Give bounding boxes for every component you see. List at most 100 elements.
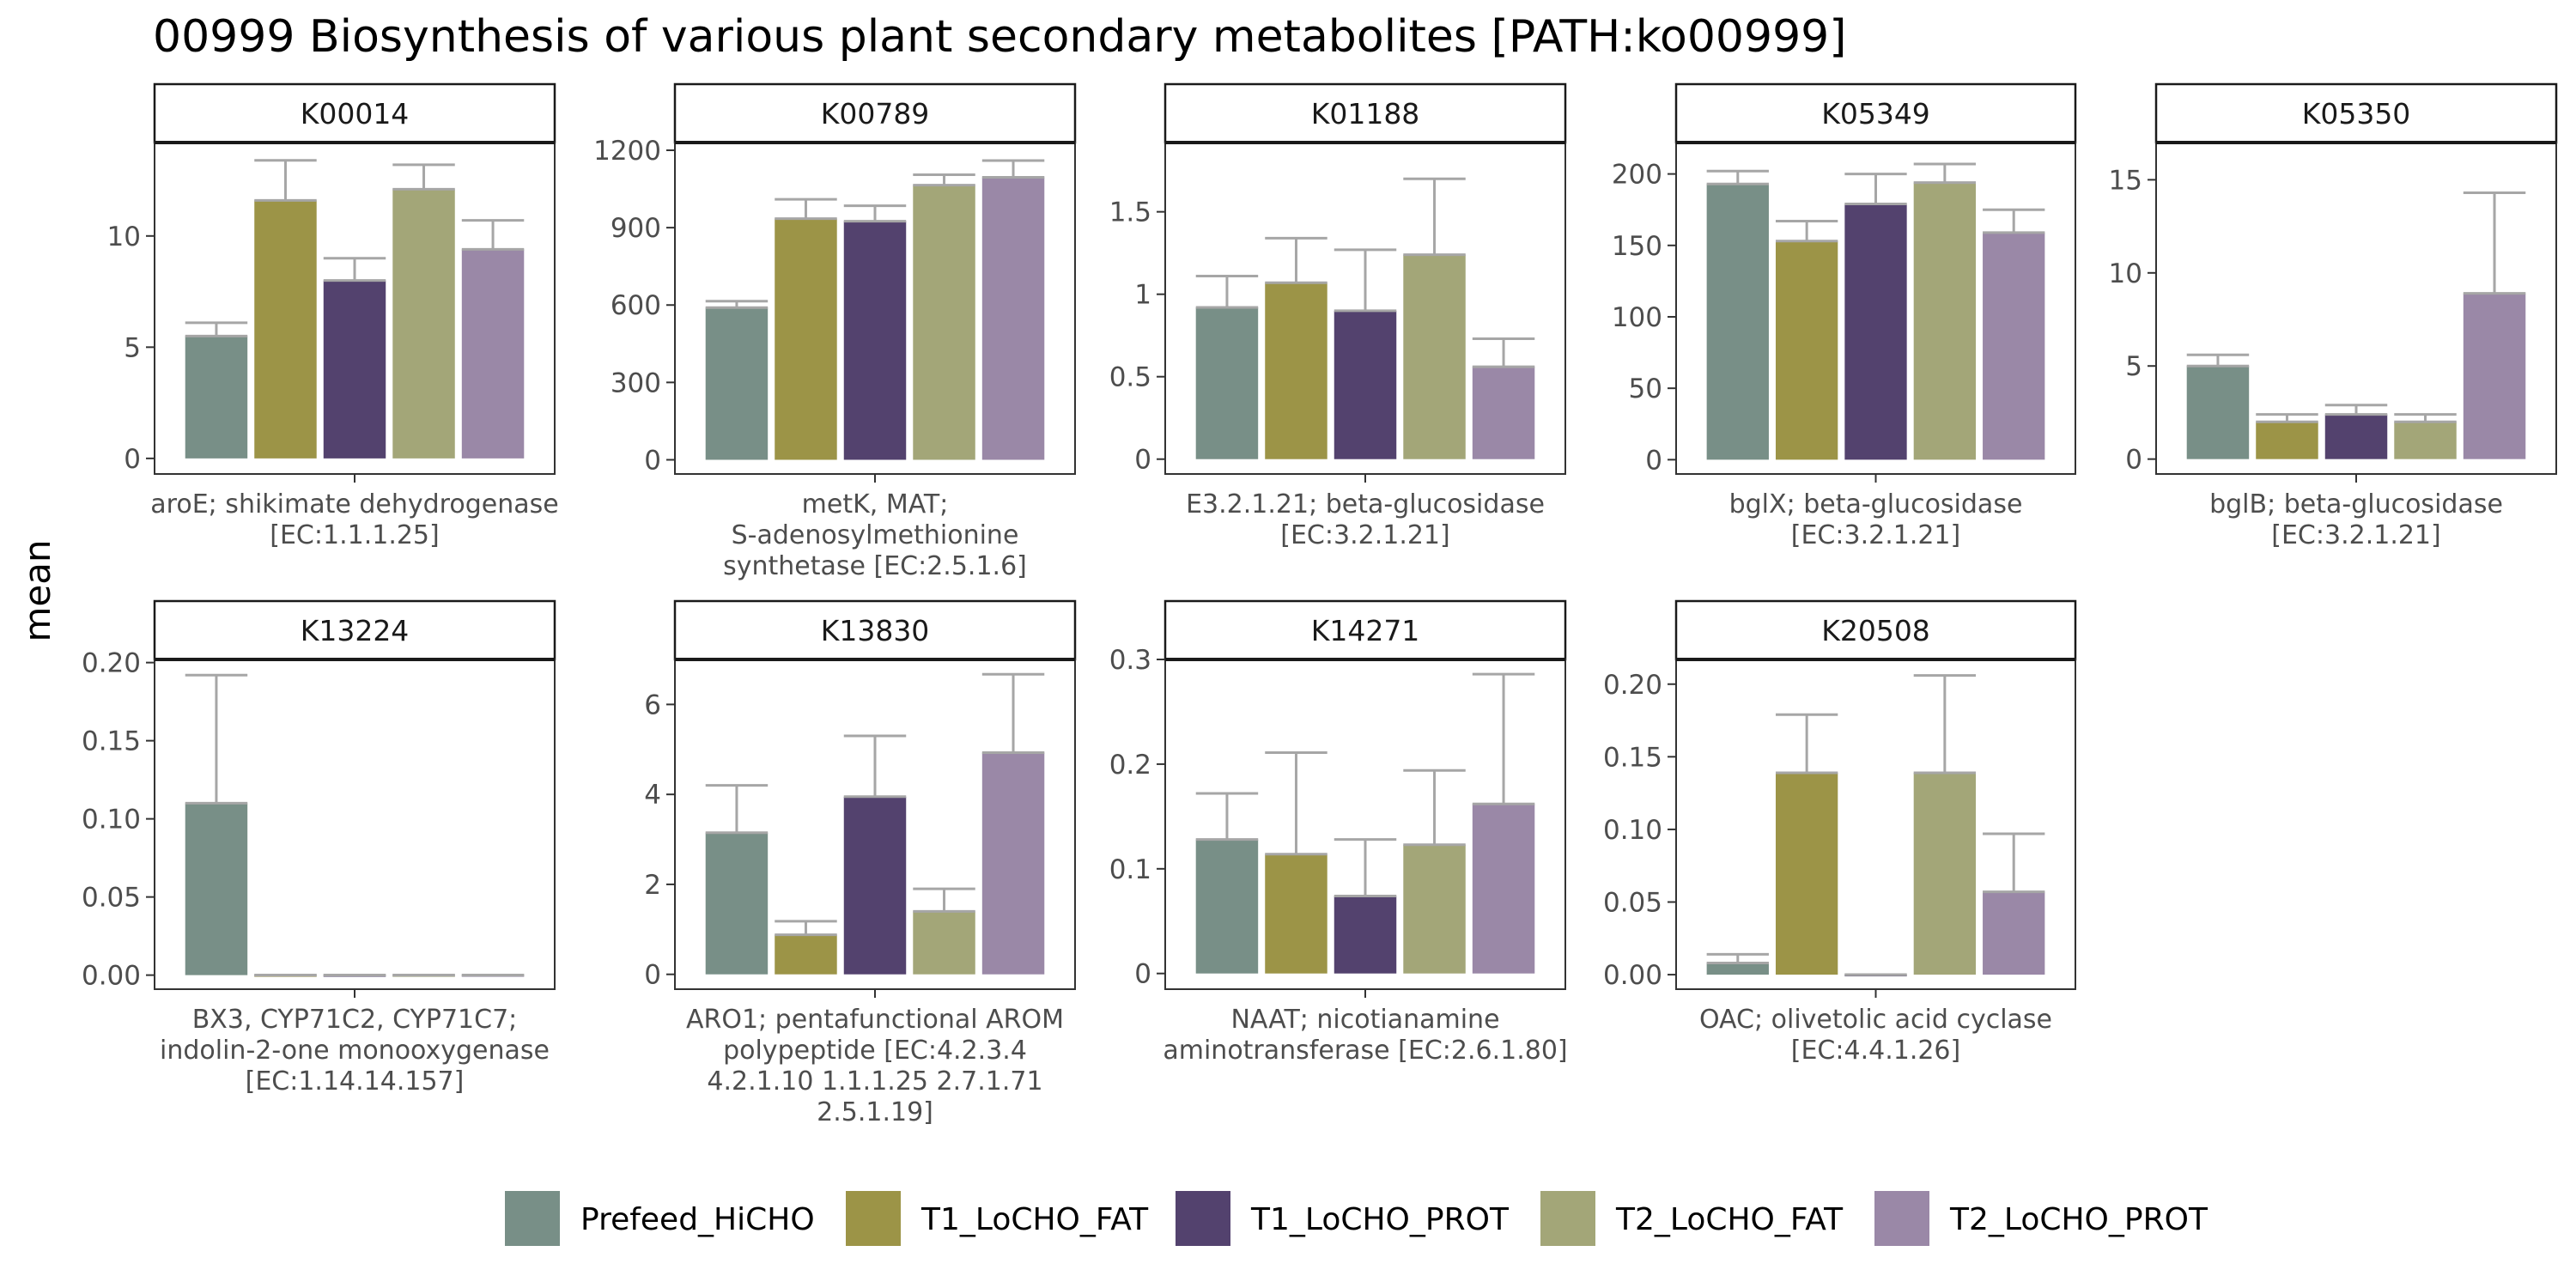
y-tick-label: 2	[644, 870, 661, 901]
y-tick-label: 0.05	[82, 883, 141, 914]
y-tick-label: 50	[1629, 374, 1662, 404]
y-tick-label: 900	[611, 213, 661, 244]
facet-panel-k00014: K00014 0 5 10 aroE; shikimate dehydrogenase[…	[107, 82, 559, 550]
y-tick-label: 0.2	[1109, 750, 1151, 781]
facet-strip	[673, 82, 1077, 144]
legend-swatch	[1874, 1191, 1929, 1246]
facet-panel-k13830: K13830 0 2 4 6 ARO1; pentafunctional AROMpoly…	[644, 599, 1077, 1127]
bar-prefeed-hicho	[1195, 307, 1259, 459]
y-tick-label: 10	[2109, 258, 2142, 289]
bar-prefeed-hicho	[185, 336, 248, 459]
facet-panel-k14271: K14271 0 0.1 0.2 0.3 NAAT; nicotianamineamino…	[1109, 599, 1568, 1066]
x-category-label: [EC:3.2.1.21]	[1280, 520, 1449, 550]
x-category-label: ARO1; pentafunctional AROM	[686, 1005, 1064, 1035]
bar-t1-locho-prot	[2324, 414, 2388, 459]
facet-strip-label: K00789	[821, 97, 930, 131]
bar-t1-locho-prot	[1844, 204, 1907, 460]
x-category-label: E3.2.1.21; beta-glucosidase	[1186, 489, 1545, 519]
y-tick-label: 0.10	[82, 805, 141, 835]
y-tick-label: 1200	[593, 136, 661, 167]
x-category-label: OAC; olivetolic acid cyclase	[1699, 1005, 2052, 1035]
facet-panel-k05350: K05350 0 5 10 15 bglB; beta-glucosidase[EC:3.…	[2109, 82, 2558, 550]
facet-strip	[673, 599, 1077, 661]
facet-strip-label: K20508	[1821, 614, 1930, 647]
facet-strip-label: K13224	[301, 614, 410, 647]
facet-panel-k13224: K13224 0.00 0.05 0.10 0.15 0.20 BX3, CYP71C2, …	[82, 599, 556, 1097]
y-tick-label: 5	[124, 332, 141, 363]
bar-prefeed-hicho	[1706, 184, 1769, 460]
bar-t1-locho-prot	[843, 221, 907, 460]
x-category-label: S-adenosylmethionine	[732, 520, 1019, 550]
x-category-label: NAAT; nicotianamine	[1230, 1005, 1499, 1035]
x-category-label: indolin-2-one monooxygenase	[160, 1036, 550, 1066]
y-tick-label: 600	[611, 290, 661, 321]
x-category-label: [EC:4.4.1.26]	[1791, 1036, 1960, 1066]
y-tick-label: 0.05	[1603, 888, 1662, 919]
legend-label: T1_LoCHO_PROT	[1250, 1202, 1510, 1237]
y-tick-label: 150	[1612, 231, 1662, 262]
bar-t1-locho-fat	[2256, 422, 2318, 459]
y-tick-label: 0	[1134, 959, 1151, 990]
bar-t1-locho-prot	[1334, 896, 1397, 974]
y-tick-label: 0.15	[1603, 742, 1662, 773]
bar-t1-locho-fat	[1775, 240, 1838, 460]
y-tick-label: 300	[611, 368, 661, 398]
legend: Prefeed_HiCHO T1_LoCHO_FAT T1_LoCHO_PROT T2…	[505, 1191, 2208, 1246]
bar-prefeed-hicho	[705, 307, 769, 460]
facet-strip-label: K00014	[301, 97, 410, 131]
bar-t1-locho-fat	[254, 200, 317, 459]
bar-t1-locho-fat	[775, 218, 837, 460]
y-tick-label: 0.20	[82, 648, 141, 679]
x-category-label: aminotransferase [EC:2.6.1.80]	[1163, 1036, 1567, 1066]
y-tick-label: 200	[1612, 160, 1662, 191]
bar-t2-locho-prot	[981, 177, 1045, 460]
bar-t1-locho-prot	[843, 796, 907, 975]
bar-t2-locho-fat	[1913, 772, 1977, 975]
bar-t1-locho-prot	[1334, 310, 1397, 459]
facet-strip-label: K14271	[1311, 614, 1420, 647]
legend-label: T1_LoCHO_FAT	[920, 1202, 1149, 1237]
x-category-label: [EC:3.2.1.21]	[2271, 520, 2440, 550]
x-category-label: aroE; shikimate dehydrogenase	[150, 489, 558, 519]
bar-prefeed-hicho	[185, 803, 248, 975]
bar-t2-locho-fat	[913, 185, 975, 460]
legend-label: T2_LoCHO_PROT	[1949, 1202, 2208, 1237]
y-tick-label: 15	[2109, 165, 2142, 196]
y-tick-label: 0	[644, 445, 661, 476]
legend-swatch	[846, 1191, 901, 1246]
bar-t2-locho-fat	[1403, 254, 1466, 459]
y-tick-label: 4	[644, 780, 661, 811]
facet-panel-k05349: K05349 0 50 100 150 200 bglX; beta-glucosidase…	[1612, 82, 2077, 550]
facet-strip-label: K05349	[1821, 97, 1930, 131]
legend-swatch	[1176, 1191, 1230, 1246]
bar-t2-locho-prot	[1983, 232, 2045, 460]
y-tick-label: 0	[1645, 445, 1662, 476]
x-category-label: BX3, CYP71C2, CYP71C7;	[192, 1005, 518, 1035]
x-category-label: [EC:1.14.14.157]	[246, 1066, 465, 1097]
x-category-label: bglB; beta-glucosidase	[2209, 489, 2503, 519]
facet-panel-k00789: K00789 0 300 600 900 1200 metK, MAT;S-adenosyl…	[593, 82, 1077, 581]
x-category-label: [EC:3.2.1.21]	[1791, 520, 1960, 550]
bar-t2-locho-prot	[1472, 804, 1535, 974]
bar-t1-locho-fat	[1265, 283, 1327, 459]
legend-label: T2_LoCHO_FAT	[1615, 1202, 1844, 1237]
bar-t2-locho-fat	[1403, 844, 1466, 974]
y-tick-label: 0	[124, 444, 141, 475]
bar-prefeed-hicho	[2186, 366, 2250, 459]
y-tick-label: 100	[1612, 302, 1662, 333]
bar-prefeed-hicho	[1195, 839, 1259, 974]
facet-panel-k20508: K20508 0.00 0.05 0.10 0.15 0.20 OAC; olivetoli…	[1603, 599, 2077, 1066]
y-tick-label: 1.5	[1109, 197, 1151, 228]
bar-t1-locho-fat	[775, 934, 837, 975]
x-category-label: metK, MAT;	[802, 489, 949, 519]
bar-t2-locho-fat	[2394, 422, 2457, 459]
y-tick-label: 0.00	[1603, 960, 1662, 991]
bar-t2-locho-prot	[1472, 367, 1535, 459]
bar-t2-locho-prot	[2463, 293, 2526, 459]
y-tick-label: 1	[1134, 280, 1151, 311]
y-tick-label: 10	[107, 222, 141, 252]
bar-t1-locho-prot	[323, 280, 386, 459]
bar-t2-locho-prot	[461, 249, 525, 459]
